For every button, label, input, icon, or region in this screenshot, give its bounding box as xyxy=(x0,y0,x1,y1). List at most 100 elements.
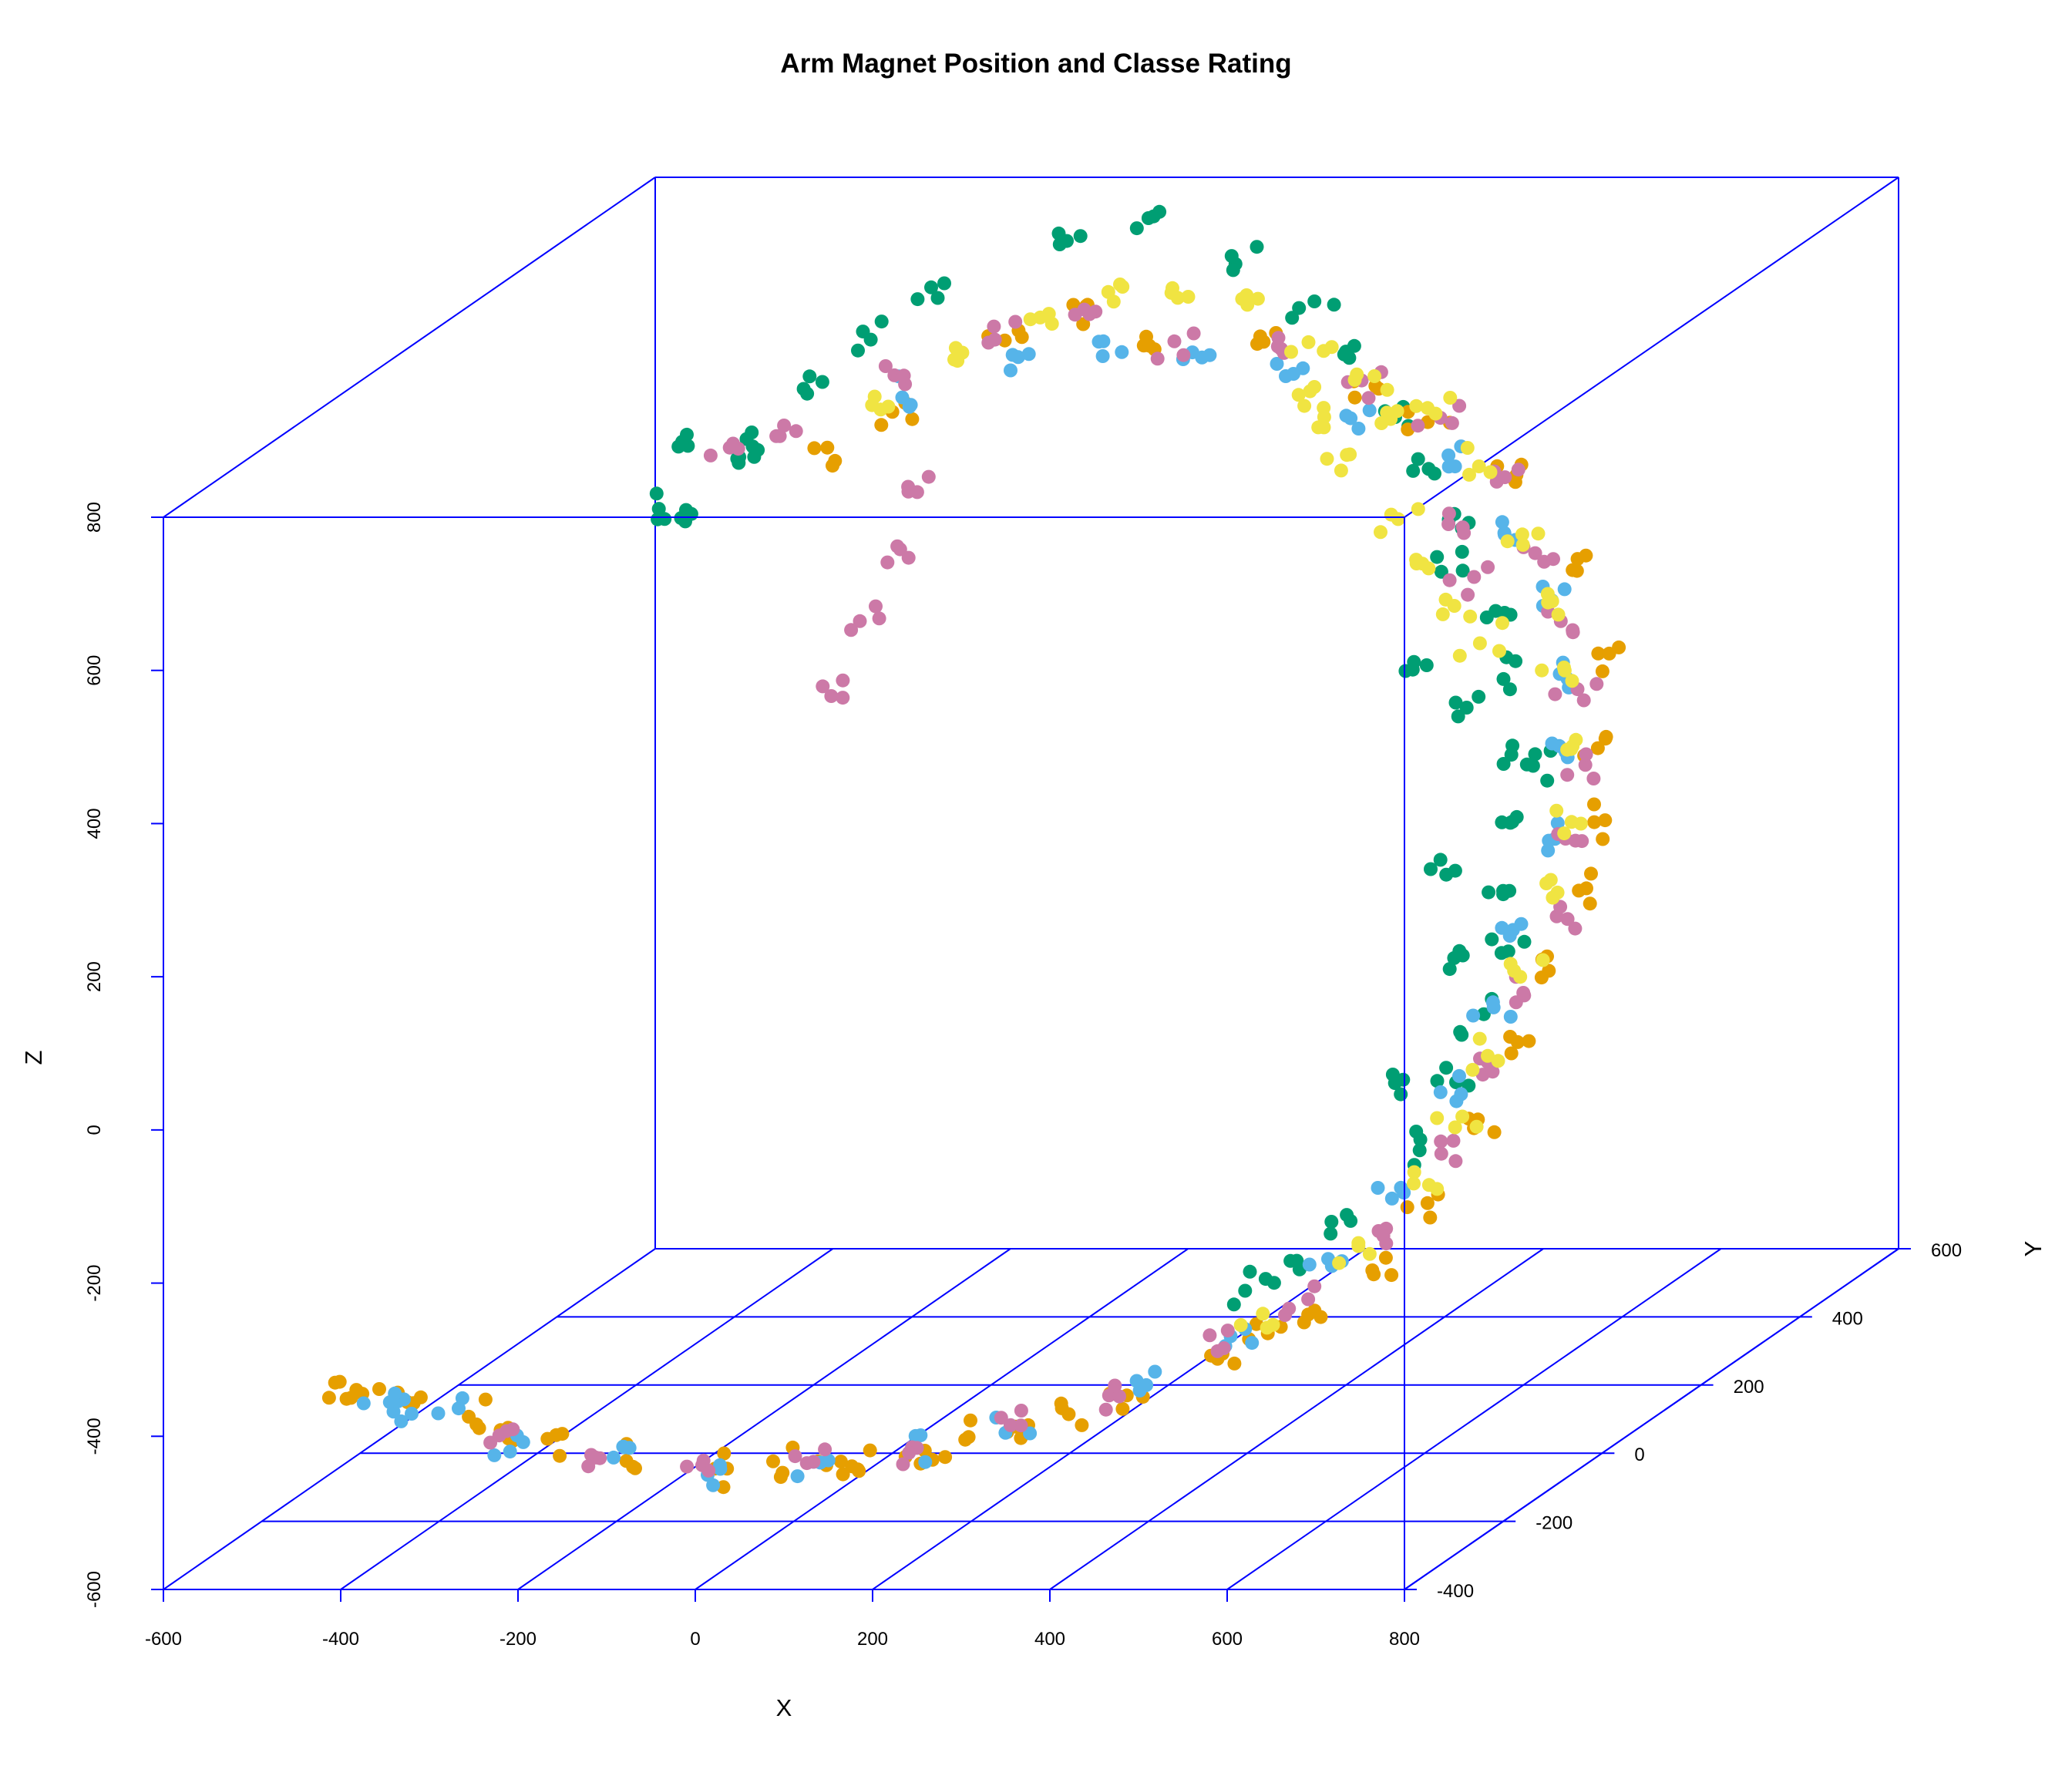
data-point-series-4 xyxy=(1435,607,1450,621)
data-point-series-4 xyxy=(1311,420,1326,435)
data-point-series-1 xyxy=(1367,1267,1381,1282)
data-point-series-0 xyxy=(1525,758,1540,773)
data-point-series-3 xyxy=(1452,399,1467,413)
data-point-series-1 xyxy=(1384,1268,1399,1283)
data-point-series-3 xyxy=(1498,470,1512,485)
y-axis-label: Y xyxy=(2020,1241,2047,1257)
data-point-series-3 xyxy=(788,1449,802,1464)
data-point-series-0 xyxy=(1430,1074,1445,1088)
data-point-series-2 xyxy=(516,1435,530,1449)
data-point-series-3 xyxy=(726,436,740,451)
z-tick-label: 400 xyxy=(84,808,105,839)
data-point-series-1 xyxy=(1584,866,1598,881)
data-point-series-3 xyxy=(1548,687,1562,701)
x-tick-label: 200 xyxy=(857,1629,888,1650)
data-point-series-2 xyxy=(1495,920,1509,935)
z-tick-label: -600 xyxy=(84,1571,105,1608)
data-point-series-2 xyxy=(1384,1191,1399,1206)
data-point-series-4 xyxy=(1233,1318,1248,1332)
data-point-series-3 xyxy=(1448,1154,1463,1169)
data-point-series-2 xyxy=(616,1439,631,1454)
data-point-series-1 xyxy=(833,1455,848,1469)
data-point-series-2 xyxy=(1371,1181,1385,1195)
data-point-series-2 xyxy=(1448,459,1462,474)
data-point-series-4 xyxy=(1421,401,1435,415)
data-point-series-4 xyxy=(1351,1239,1366,1253)
data-point-series-0 xyxy=(1517,934,1532,949)
data-point-series-3 xyxy=(1576,693,1591,708)
data-point-series-4 xyxy=(1481,1048,1495,1063)
data-point-series-0 xyxy=(1152,204,1167,219)
data-point-series-3 xyxy=(1216,1341,1231,1355)
data-point-series-1 xyxy=(1347,390,1362,405)
data-point-series-2 xyxy=(1452,1068,1466,1083)
data-point-series-1 xyxy=(1598,732,1613,746)
data-point-series-0 xyxy=(1448,695,1463,710)
data-point-series-1 xyxy=(1314,1310,1328,1324)
data-point-series-4 xyxy=(1483,465,1498,479)
data-point-series-1 xyxy=(1534,970,1549,985)
data-point-series-4 xyxy=(1545,594,1559,608)
data-point-series-2 xyxy=(431,1406,446,1421)
x-axis-label: X xyxy=(776,1694,792,1721)
data-point-series-3 xyxy=(1566,625,1580,640)
data-point-series-4 xyxy=(1023,312,1038,327)
data-point-series-1 xyxy=(863,1443,877,1458)
data-point-series-0 xyxy=(1496,757,1511,771)
data-point-series-4 xyxy=(1106,294,1121,309)
data-point-series-4 xyxy=(1443,391,1458,405)
data-point-series-3 xyxy=(816,679,830,694)
data-point-series-1 xyxy=(1579,548,1593,563)
data-point-series-0 xyxy=(679,503,693,517)
data-point-series-3 xyxy=(1467,570,1482,584)
data-point-series-0 xyxy=(1482,885,1496,900)
data-point-series-0 xyxy=(1472,689,1486,704)
data-point-series-0 xyxy=(1439,1061,1454,1075)
data-point-series-1 xyxy=(874,418,889,432)
floor-grid-line xyxy=(695,1248,1189,1590)
data-point-series-3 xyxy=(789,424,803,439)
data-point-series-4 xyxy=(1266,1317,1280,1332)
data-point-series-1 xyxy=(1227,1356,1242,1371)
data-point-series-1 xyxy=(549,1428,563,1442)
data-point-series-3 xyxy=(1461,587,1475,602)
data-point-series-1 xyxy=(717,1446,732,1461)
data-point-series-4 xyxy=(1317,344,1331,358)
box-front-edges xyxy=(163,516,1899,1590)
data-point-series-3 xyxy=(1546,552,1560,567)
data-point-series-3 xyxy=(893,542,907,557)
data-point-series-3 xyxy=(1108,1378,1122,1393)
data-point-series-3 xyxy=(1509,995,1523,1010)
data-point-series-3 xyxy=(818,1442,832,1457)
data-point-series-4 xyxy=(1415,557,1430,571)
data-point-series-0 xyxy=(1528,747,1542,762)
x-tick-label: -400 xyxy=(322,1629,359,1650)
data-point-series-2 xyxy=(1287,367,1300,381)
data-point-series-2 xyxy=(918,1455,933,1469)
data-point-series-3 xyxy=(1376,1229,1391,1243)
data-point-series-0 xyxy=(1540,773,1555,788)
data-point-series-3 xyxy=(1553,900,1568,914)
data-point-series-0 xyxy=(937,276,951,291)
data-point-series-2 xyxy=(902,399,917,414)
data-point-series-0 xyxy=(1433,853,1448,867)
data-point-series-3 xyxy=(844,623,859,637)
data-point-series-2 xyxy=(1485,995,1500,1010)
data-point-series-2 xyxy=(1115,345,1129,359)
data-point-series-4 xyxy=(1469,1119,1484,1134)
data-point-series-1 xyxy=(469,1417,484,1431)
data-point-series-3 xyxy=(1434,1134,1448,1149)
data-point-series-4 xyxy=(1284,345,1298,359)
data-point-series-3 xyxy=(1441,506,1456,521)
data-point-series-1 xyxy=(1587,815,1602,829)
data-point-series-1 xyxy=(1596,832,1610,846)
data-point-series-3 xyxy=(836,691,850,705)
floor-grid-line xyxy=(517,1248,1011,1590)
data-point-series-3 xyxy=(896,1457,910,1472)
data-point-series-4 xyxy=(1181,290,1196,304)
data-point-series-4 xyxy=(1557,826,1572,841)
data-point-series-4 xyxy=(1240,288,1254,302)
data-point-series-0 xyxy=(747,449,762,464)
data-point-series-1 xyxy=(1400,1200,1414,1215)
data-point-series-1 xyxy=(1256,335,1271,349)
